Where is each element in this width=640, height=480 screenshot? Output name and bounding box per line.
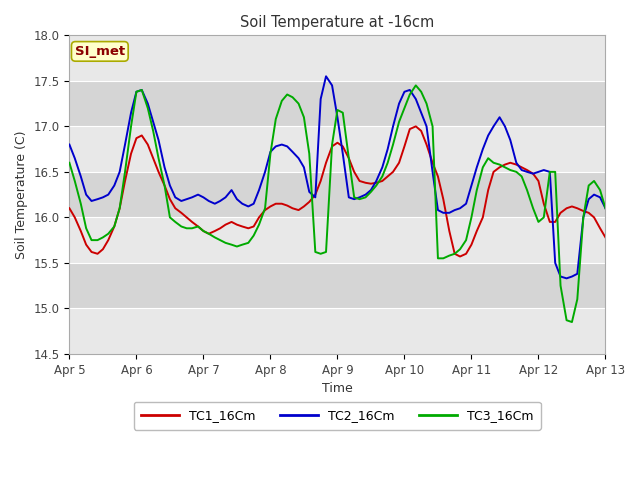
- Bar: [69, 36, 605, 81]
- TC1_16Cm: [65, 205, 73, 211]
- Bar: [69, 126, 605, 172]
- TC1_16Cm: [205, 231, 212, 237]
- Bar: [69, 172, 605, 217]
- TC2_16Cm: [83, 192, 90, 197]
- Line: TC3_16Cm: TC3_16Cm: [69, 85, 605, 322]
- TC1_16Cm: [412, 123, 420, 129]
- TC2_16Cm: [602, 205, 609, 211]
- TC2_16Cm: [104, 192, 112, 197]
- TC3_16Cm: [484, 156, 492, 161]
- Legend: TC1_16Cm, TC2_16Cm, TC3_16Cm: TC1_16Cm, TC2_16Cm, TC3_16Cm: [134, 402, 541, 430]
- TC2_16Cm: [378, 165, 386, 170]
- TC3_16Cm: [412, 83, 420, 88]
- TC2_16Cm: [484, 132, 492, 138]
- Y-axis label: Soil Temperature (C): Soil Temperature (C): [15, 131, 28, 259]
- TC3_16Cm: [205, 231, 212, 237]
- TC1_16Cm: [602, 235, 609, 240]
- TC3_16Cm: [568, 319, 576, 325]
- Bar: [69, 308, 605, 354]
- TC2_16Cm: [205, 198, 212, 204]
- Bar: [69, 217, 605, 263]
- TC1_16Cm: [83, 242, 90, 248]
- TC3_16Cm: [602, 205, 609, 211]
- TC2_16Cm: [563, 276, 570, 281]
- TC1_16Cm: [372, 180, 380, 186]
- TC1_16Cm: [333, 140, 341, 145]
- TC3_16Cm: [104, 231, 112, 237]
- TC1_16Cm: [104, 237, 112, 243]
- Bar: [69, 81, 605, 126]
- Title: Soil Temperature at -16cm: Soil Temperature at -16cm: [240, 15, 435, 30]
- Line: TC2_16Cm: TC2_16Cm: [69, 76, 605, 278]
- Line: TC1_16Cm: TC1_16Cm: [69, 126, 605, 256]
- TC2_16Cm: [339, 151, 347, 156]
- TC2_16Cm: [65, 142, 73, 147]
- TC3_16Cm: [333, 107, 341, 113]
- TC1_16Cm: [490, 169, 497, 175]
- TC2_16Cm: [322, 73, 330, 79]
- Bar: [69, 263, 605, 308]
- Text: SI_met: SI_met: [75, 45, 125, 58]
- TC1_16Cm: [456, 253, 464, 259]
- X-axis label: Time: Time: [322, 382, 353, 395]
- TC3_16Cm: [83, 226, 90, 231]
- TC3_16Cm: [372, 182, 380, 188]
- TC3_16Cm: [65, 160, 73, 166]
